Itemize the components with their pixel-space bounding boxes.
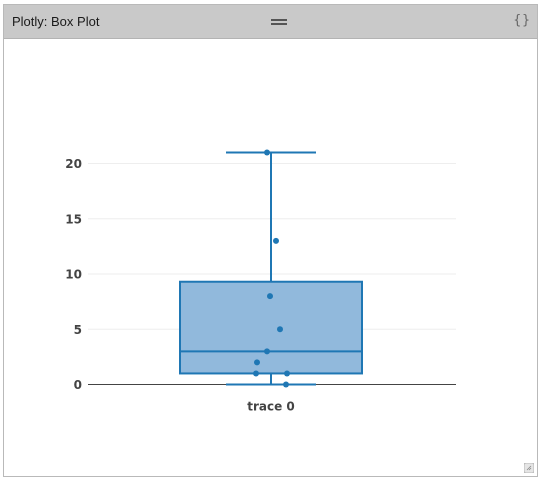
resize-handle-icon[interactable] [524, 463, 534, 473]
data-point [284, 370, 290, 377]
y-tick-label: 10 [65, 268, 82, 282]
data-point [277, 326, 283, 333]
x-category-label: trace 0 [247, 400, 295, 414]
data-point [254, 359, 260, 366]
data-point [253, 370, 259, 377]
plot-area: 0 5 10 15 20 trace 0 [4, 39, 537, 476]
drag-handle-icon[interactable] [271, 19, 287, 25]
data-point [273, 237, 279, 244]
data-point [264, 348, 270, 355]
y-tick-label: 20 [65, 157, 82, 171]
data-point [264, 149, 270, 156]
data-point [267, 293, 273, 300]
code-icon[interactable]: {} [513, 13, 531, 28]
y-tick-label: 5 [74, 323, 82, 337]
box-plot-chart: 0 5 10 15 20 trace 0 [65, 149, 456, 414]
data-point [283, 381, 289, 388]
y-tick-label: 0 [74, 378, 82, 392]
window-titlebar[interactable]: Plotly: Box Plot {} [4, 5, 537, 39]
y-tick-label: 15 [65, 212, 82, 226]
plot-window: Plotly: Box Plot {} 0 5 10 15 20 trace 0 [3, 4, 538, 477]
window-title: Plotly: Box Plot [12, 14, 100, 29]
